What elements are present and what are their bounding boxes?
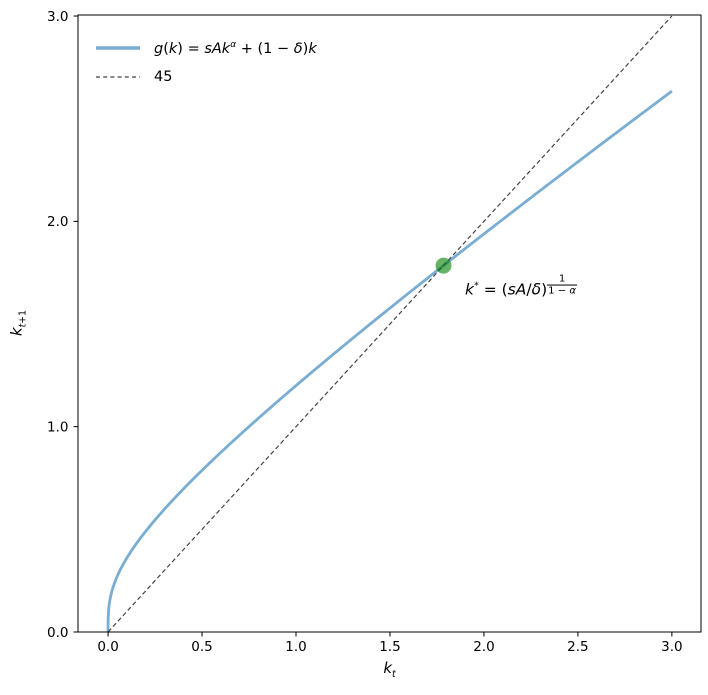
- legend-item-g: g(k) = sAkα + (1 − δ)k: [95, 37, 317, 59]
- legend-item-45: 45: [95, 66, 317, 88]
- line-45-degree: [107, 15, 673, 633]
- legend-label-g: g(k) = sAkα + (1 − δ)k: [154, 39, 317, 57]
- y-tick-label: 1.0: [47, 419, 68, 435]
- legend: g(k) = sAkα + (1 − δ)k 45: [95, 37, 317, 88]
- legend-line-sample-45: [96, 76, 140, 78]
- x-tick-label: 1.0: [285, 639, 306, 655]
- fixed-point-marker: [435, 257, 452, 274]
- fixed-point-annotation: k* = (sA/δ) 1 1 − α: [465, 273, 578, 299]
- x-tick-label: 2.0: [473, 639, 494, 655]
- x-tick-label: 1.5: [379, 639, 400, 655]
- x-tick-label: 0.0: [97, 639, 118, 655]
- legend-line-sample-g: [96, 46, 140, 50]
- legend-label-45: 45: [154, 69, 173, 85]
- g-curve: [106, 90, 673, 633]
- x-tick-label: 2.5: [567, 639, 588, 655]
- x-tick-label: 0.5: [191, 639, 212, 655]
- y-tick-label: 0.0: [47, 625, 68, 641]
- y-tick-label: 2.0: [47, 214, 68, 230]
- y-tick-label: 3.0: [47, 9, 68, 25]
- x-tick-label: 3.0: [661, 639, 682, 655]
- y-axis-label: kt+1: [7, 309, 29, 337]
- x-axis-label: kt: [383, 659, 396, 680]
- axes-spines: [77, 14, 702, 633]
